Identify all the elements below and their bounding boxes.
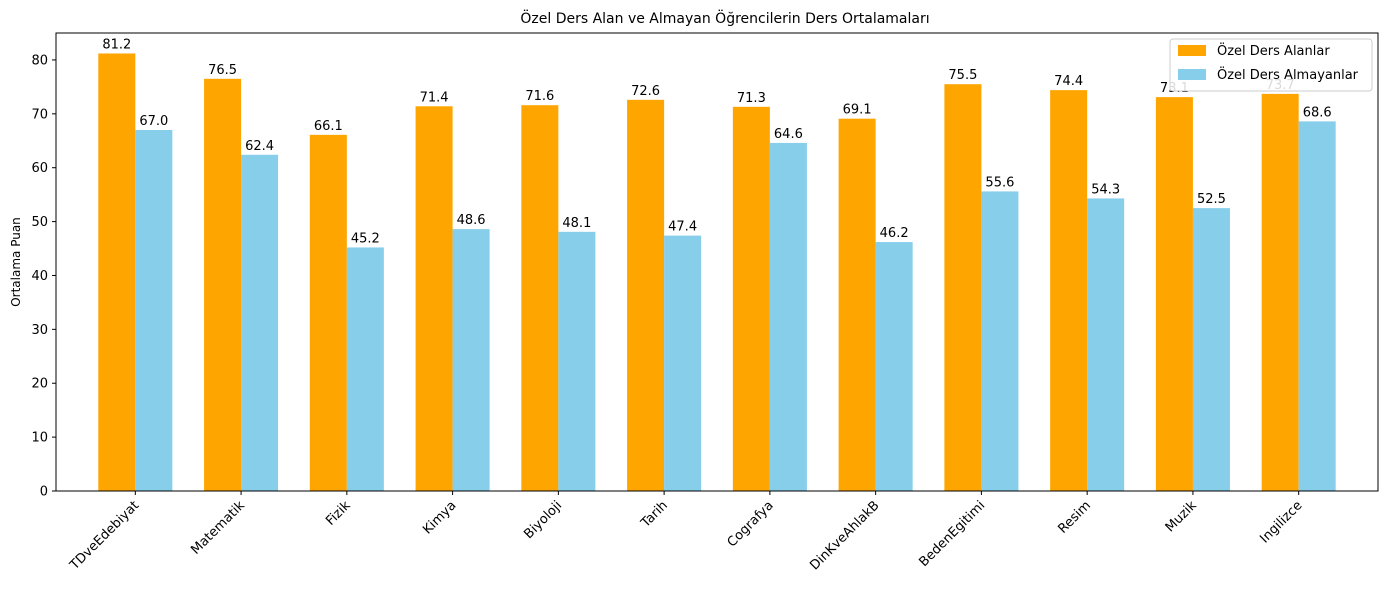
- x-tick-label: DinKveAhlakB: [807, 498, 882, 573]
- plot-frame: [55, 32, 1379, 492]
- y-axis-label: Ortalama Puan: [9, 217, 23, 307]
- bar: [627, 99, 665, 491]
- bar: [415, 106, 453, 491]
- x-tick-label: Matematik: [188, 498, 248, 558]
- y-axis: 0 10 20 30 40 50 60 70 80: [31, 53, 56, 500]
- bar-value-label: 71.3: [737, 91, 766, 106]
- bar: [558, 231, 596, 492]
- bar-value-label: 71.6: [525, 89, 554, 104]
- bar: [664, 235, 702, 491]
- bar-value-label: 68.6: [1303, 105, 1332, 120]
- bar-value-label: 69.1: [843, 103, 872, 118]
- bar-value-label: 55.6: [985, 175, 1014, 190]
- bar: [981, 191, 1019, 491]
- bar: [204, 78, 242, 492]
- bars-group: [98, 53, 1336, 492]
- legend-swatch: [1178, 45, 1206, 56]
- bar: [769, 142, 807, 492]
- legend: Özel Ders Alanlar Özel Ders Almayanlar: [1169, 38, 1373, 92]
- y-tick-label: 10: [31, 431, 48, 446]
- bar-value-label: 76.5: [208, 63, 237, 78]
- bar-value-label: 74.4: [1054, 74, 1083, 89]
- bar: [1050, 90, 1088, 491]
- bar: [875, 242, 913, 491]
- bar: [452, 229, 490, 491]
- bar-value-label: 45.2: [351, 231, 380, 246]
- bar: [1298, 121, 1336, 491]
- bar: [732, 106, 770, 492]
- y-tick-label: 70: [31, 107, 48, 122]
- x-tick-label: Fizik: [323, 498, 354, 529]
- x-tick-label: BedenEgitimi: [916, 498, 988, 570]
- bar: [1087, 198, 1125, 491]
- bar-value-label: 75.5: [948, 68, 977, 83]
- y-tick-label: 80: [31, 53, 48, 68]
- legend-box: [1169, 38, 1373, 92]
- bar-value-label: 64.6: [774, 127, 803, 142]
- x-tick-label: Biyoloji: [521, 498, 565, 542]
- x-tick-label: Muzik: [1163, 498, 1200, 535]
- bar: [241, 154, 279, 492]
- y-tick-label: 40: [31, 269, 48, 284]
- bar-value-label: 72.6: [631, 84, 660, 99]
- bar: [98, 53, 136, 492]
- bar-value-label: 66.1: [314, 119, 343, 134]
- bar-value-label: 47.4: [668, 220, 697, 235]
- y-tick-label: 30: [31, 323, 48, 338]
- bar-value-label: 48.6: [457, 213, 486, 228]
- legend-label: Özel Ders Almayanlar: [1217, 66, 1359, 83]
- y-tick-label: 50: [31, 215, 48, 230]
- bar: [135, 129, 173, 492]
- bar: [346, 247, 384, 491]
- y-tick-label: 20: [31, 377, 48, 392]
- bar: [309, 134, 347, 491]
- x-axis: TDveEdebiyat Matematik Fizik Kimya Biyoloji T…: [67, 491, 1306, 574]
- bar-value-label: 46.2: [880, 226, 909, 241]
- x-tick-label: Tarih: [638, 498, 671, 531]
- bar: [1192, 208, 1230, 491]
- y-tick-label: 0: [40, 485, 48, 500]
- bar-value-label: 81.2: [102, 37, 131, 52]
- legend-swatch: [1178, 69, 1206, 80]
- bar-value-label: 48.1: [562, 216, 591, 231]
- y-tick-label: 60: [31, 161, 48, 176]
- bar-value-label: 54.3: [1091, 182, 1120, 197]
- bar: [521, 105, 559, 491]
- bar: [1261, 93, 1299, 492]
- bar-value-label: 71.4: [420, 90, 449, 105]
- bar-value-label: 52.5: [1197, 192, 1226, 207]
- legend-label: Özel Ders Alanlar: [1217, 42, 1330, 59]
- bar: [838, 118, 876, 491]
- bar-value-label: 62.4: [245, 139, 274, 154]
- x-tick-label: TDveEdebiyat: [67, 498, 142, 573]
- x-tick-label: Ingilizce: [1257, 498, 1305, 546]
- x-tick-label: Resim: [1055, 498, 1094, 537]
- x-tick-label: Cografya: [725, 498, 777, 550]
- chart-title: Özel Ders Alan ve Almayan Öğrencilerin D…: [520, 9, 929, 27]
- bar: [944, 84, 982, 491]
- bar-value-label: 67.0: [139, 114, 168, 129]
- bar-labels-group: 81.2 76.5 66.1 71.4 71.6 72.6 71.3 69.1 75.5 74.4…: [102, 37, 1331, 246]
- bar: [1155, 97, 1193, 492]
- x-tick-label: Kimya: [420, 498, 459, 537]
